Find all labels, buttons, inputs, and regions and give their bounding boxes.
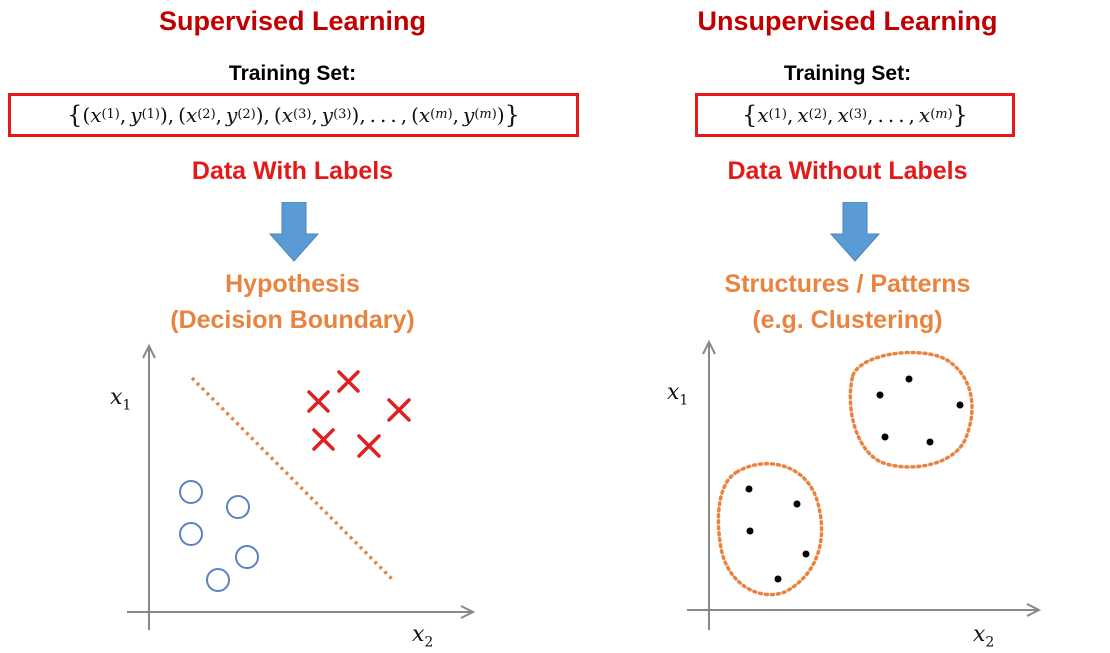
cross-marker xyxy=(307,390,330,413)
x1-axis-label: x1 xyxy=(110,385,132,414)
supervised-result-line1: Hypothesis xyxy=(225,270,360,298)
unsupervised-result: Structures / Patterns (e.g. Clustering) xyxy=(585,266,1110,338)
supervised-training-set-formula: {(x (1), y (1)), (x (2), y (2)), (x (3), y (3)… xyxy=(8,93,579,137)
supervised-result: Hypothesis (Decision Boundary) xyxy=(0,266,585,338)
unsupervised-title: Unsupervised Learning xyxy=(697,6,998,36)
data-point xyxy=(745,485,753,493)
x2-axis-label: x2 xyxy=(973,622,995,651)
cross-marker xyxy=(337,370,360,393)
supervised-result-line2: (Decision Boundary) xyxy=(170,306,415,334)
unsupervised-data-label: Data Without Labels xyxy=(727,157,968,185)
x2-axis-label: x2 xyxy=(412,622,434,651)
unsupervised-result-line2: (e.g. Clustering) xyxy=(752,306,943,334)
x1-axis-label: x1 xyxy=(667,380,689,409)
supervised-title: Supervised Learning xyxy=(158,6,427,36)
cross-marker xyxy=(357,434,381,458)
cross-marker xyxy=(387,398,411,422)
data-point xyxy=(926,438,934,446)
circle-marker xyxy=(226,495,250,519)
data-point xyxy=(802,550,810,558)
circle-marker xyxy=(235,545,259,569)
x-axis xyxy=(687,603,1042,617)
cluster-boundary xyxy=(848,350,974,469)
circle-marker xyxy=(179,522,203,546)
supervised-data-label: Data With Labels xyxy=(191,157,394,185)
data-point xyxy=(746,527,754,535)
y-axis xyxy=(702,339,716,630)
data-point xyxy=(881,433,889,441)
cluster-boundary xyxy=(716,462,824,597)
y-axis xyxy=(142,343,156,630)
data-point xyxy=(956,401,964,409)
data-point xyxy=(905,375,913,383)
circle-marker xyxy=(179,480,203,504)
supervised-panel: Supervised Learning Training Set: {(x (1)… xyxy=(0,6,585,651)
down-arrow-icon xyxy=(269,202,319,262)
unsupervised-result-line1: Structures / Patterns xyxy=(724,270,971,298)
data-point xyxy=(774,575,782,583)
cross-marker xyxy=(312,428,335,451)
down-arrow-icon xyxy=(830,202,880,262)
unsupervised-training-set-formula: {x (1), x (2), x (3), . . . , x (m)} xyxy=(695,93,1015,137)
unsupervised-scatter-plot xyxy=(687,339,1042,630)
circle-marker xyxy=(206,568,230,592)
decision-boundary xyxy=(190,376,395,582)
data-point xyxy=(793,500,801,508)
x-axis xyxy=(127,605,476,619)
unsupervised-training-set-label: Training Set: xyxy=(783,62,912,85)
data-point xyxy=(876,391,884,399)
supervised-scatter-plot xyxy=(127,343,476,630)
unsupervised-panel: Unsupervised Learning Training Set: {x (1… xyxy=(585,0,1110,653)
supervised-training-set-label: Training Set: xyxy=(228,62,357,85)
